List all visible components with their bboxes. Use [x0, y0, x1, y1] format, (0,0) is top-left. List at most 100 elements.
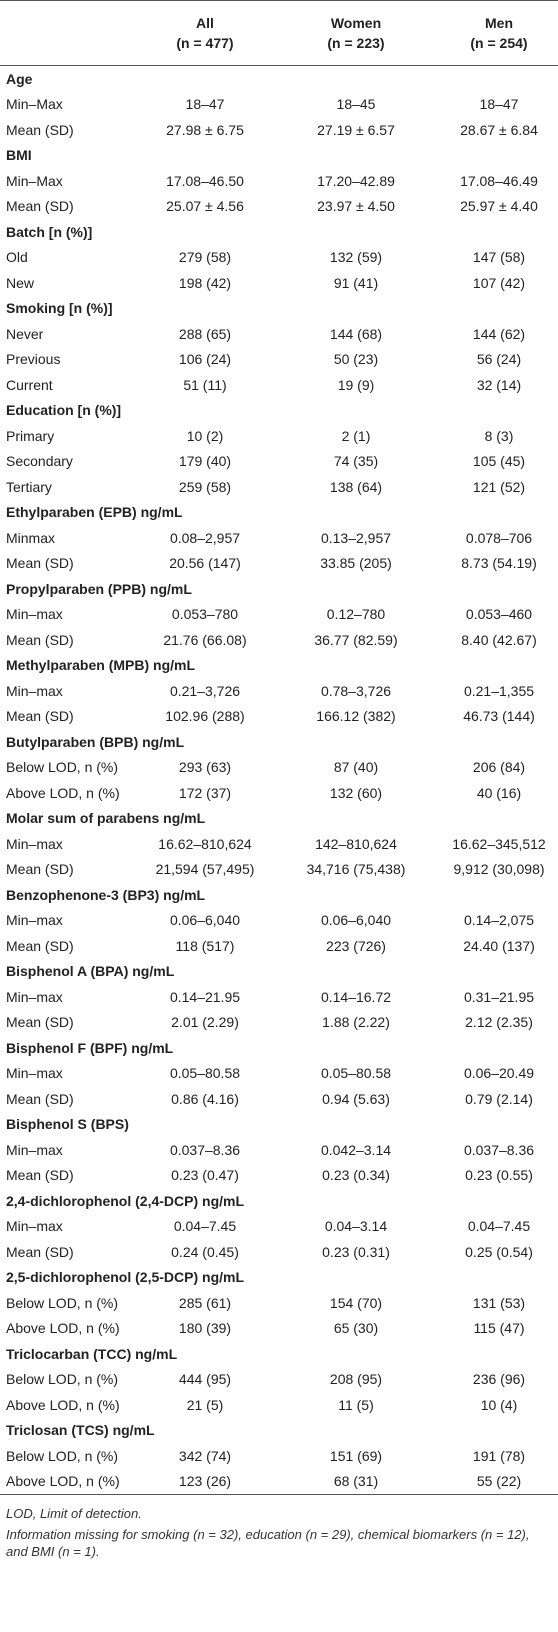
- cell-value: 288 (65): [178, 325, 232, 342]
- cell-value: 102.96 (288): [165, 708, 245, 725]
- data-row: Min–max 0.037–8.36 0.042–3.14 0.037–8.36: [0, 1137, 558, 1163]
- cell-value: 0.14–16.72: [320, 988, 392, 1005]
- data-row: Previous 106 (24) 50 (23) 56 (24): [0, 346, 558, 372]
- row-label: Min–max: [6, 1141, 63, 1158]
- data-row: Above LOD, n (%) 123 (26) 68 (31) 55 (22): [0, 1468, 558, 1495]
- cell-value: 68 (31): [333, 1473, 379, 1490]
- cell-value: 56 (24): [476, 351, 522, 368]
- row-label: Mean (SD): [6, 1167, 74, 1184]
- section-title: Batch [n (%)]: [6, 223, 93, 240]
- section-row: Smoking [n (%)]: [0, 296, 558, 322]
- cell-value: 0.86 (4.16): [171, 1090, 239, 1107]
- cell-value: 20.56 (147): [169, 555, 241, 572]
- section-row: Age: [0, 66, 558, 92]
- row-label: Above LOD, n (%): [6, 1473, 120, 1490]
- section-row: Butylparaben (BPB) ng/mL: [0, 729, 558, 755]
- cell-value: 198 (42): [178, 274, 232, 291]
- section-title: Ethylparaben (EPB) ng/mL: [6, 504, 183, 521]
- cell-value: 8 (3): [484, 427, 514, 444]
- section-row: Ethylparaben (EPB) ng/mL: [0, 500, 558, 526]
- cell-value: 91 (41): [333, 274, 379, 291]
- row-label: Below LOD, n (%): [6, 1294, 119, 1311]
- cell-value: 2.12 (2.35): [465, 1014, 533, 1031]
- column-name: Women: [330, 15, 382, 31]
- row-label: Old: [6, 249, 28, 266]
- cell-value: 0.05–80.58: [320, 1065, 392, 1082]
- cell-value: 28.67 ± 6.84: [460, 121, 538, 138]
- cell-value: 23.97 ± 4.50: [317, 198, 395, 215]
- row-label: Above LOD, n (%): [6, 784, 120, 801]
- cell-value: 10 (2): [186, 427, 224, 444]
- cell-value: 0.14–2,075: [463, 912, 535, 929]
- section-title: Butylparaben (BPB) ng/mL: [6, 733, 185, 750]
- cell-value: 180 (39): [178, 1320, 232, 1337]
- row-label: Min–max: [6, 1218, 63, 1235]
- section-row: Bisphenol S (BPS): [0, 1112, 558, 1138]
- cell-value: 16.62–345,512: [452, 835, 546, 852]
- cell-value: 179 (40): [178, 453, 232, 470]
- cell-value: 0.04–3.14: [324, 1218, 388, 1235]
- cell-value: 0.94 (5.63): [322, 1090, 390, 1107]
- section-row: BMI: [0, 143, 558, 169]
- cell-value: 0.037–8.36: [169, 1141, 241, 1158]
- data-row: Mean (SD) 21.76 (66.08) 36.77 (82.59) 8.40 …: [0, 627, 558, 653]
- data-row: Above LOD, n (%) 172 (37) 132 (60) 40 (16): [0, 780, 558, 806]
- section-title: Molar sum of parabens ng/mL: [6, 810, 206, 827]
- cell-value: 17.08–46.49: [460, 172, 538, 189]
- cell-value: 0.78–3,726: [320, 682, 392, 699]
- data-row: Below LOD, n (%) 293 (63) 87 (40) 206 (84): [0, 754, 558, 780]
- cell-value: 25.07 ± 4.56: [166, 198, 244, 215]
- section-row: Bisphenol F (BPF) ng/mL: [0, 1035, 558, 1061]
- cell-value: 11 (5): [338, 1396, 374, 1413]
- cell-value: 33.85 (205): [320, 555, 392, 572]
- data-row: Min–max 0.06–6,040 0.06–6,040 0.14–2,075: [0, 907, 558, 933]
- cell-value: 19 (9): [337, 376, 375, 393]
- header-row: All (n = 477) Women (n = 223) Men (n = 254): [0, 0, 558, 66]
- cell-value: 132 (60): [329, 784, 383, 801]
- cell-value: 191 (78): [472, 1447, 526, 1464]
- section-row: Benzophenone-3 (BP3) ng/mL: [0, 882, 558, 908]
- footnote: Information missing for smoking (n = 32)…: [6, 1527, 530, 1559]
- cell-value: 107 (42): [472, 274, 526, 291]
- data-row: Below LOD, n (%) 444 (95) 208 (95) 236 (96): [0, 1366, 558, 1392]
- cell-value: 259 (58): [178, 478, 232, 495]
- cell-value: 0.23 (0.34): [322, 1167, 390, 1184]
- section-row: Education [n (%)]: [0, 398, 558, 424]
- section-title: 2,5-dichlorophenol (2,5-DCP) ng/mL: [6, 1269, 245, 1286]
- data-row: Mean (SD) 2.01 (2.29) 1.88 (2.22) 2.12 (2.3…: [0, 1009, 558, 1035]
- section-title: Bisphenol F (BPF) ng/mL: [6, 1039, 174, 1056]
- cell-value: 138 (64): [329, 478, 383, 495]
- section-title: Propylparaben (PPB) ng/mL: [6, 580, 192, 597]
- data-row: Min–max 0.05–80.58 0.05–80.58 0.06–20.49: [0, 1060, 558, 1086]
- data-row: Mean (SD) 118 (517) 223 (726) 24.40 (137): [0, 933, 558, 959]
- data-row: Mean (SD) 102.96 (288) 166.12 (382) 46.73 (…: [0, 703, 558, 729]
- row-label: Mean (SD): [6, 198, 74, 215]
- cell-value: 223 (726): [326, 937, 386, 954]
- column-header: Women (n = 223): [272, 0, 440, 66]
- cell-value: 2.01 (2.29): [171, 1014, 239, 1031]
- data-row: Above LOD, n (%) 180 (39) 65 (30) 115 (47): [0, 1315, 558, 1341]
- data-row: Mean (SD) 0.86 (4.16) 0.94 (5.63) 0.79 (2.1…: [0, 1086, 558, 1112]
- cell-value: 50 (23): [333, 351, 379, 368]
- section-title: 2,4-dichlorophenol (2,4-DCP) ng/mL: [6, 1192, 245, 1209]
- cell-value: 2 (1): [341, 427, 371, 444]
- cell-value: 151 (69): [329, 1447, 383, 1464]
- cell-value: 16.62–810,624: [158, 835, 252, 852]
- section-title: Triclosan (TCS) ng/mL: [6, 1422, 155, 1439]
- row-label: Min–Max: [6, 172, 63, 189]
- cell-value: 0.078–706: [465, 529, 533, 546]
- column-name: Men: [485, 15, 513, 31]
- cell-value: 0.05–80.58: [169, 1065, 241, 1082]
- row-label: Mean (SD): [6, 1243, 74, 1260]
- cell-value: 24.40 (137): [463, 937, 535, 954]
- cell-value: 27.19 ± 6.57: [317, 121, 395, 138]
- cell-value: 166.12 (382): [316, 708, 396, 725]
- row-label: New: [6, 274, 35, 291]
- column-header: All (n = 477): [138, 0, 272, 66]
- row-label: Mean (SD): [6, 861, 74, 878]
- cell-value: 208 (95): [329, 1371, 383, 1388]
- footnote: LOD, Limit of detection.: [6, 1506, 142, 1521]
- cell-value: 132 (59): [329, 249, 383, 266]
- cell-value: 0.08–2,957: [169, 529, 241, 546]
- cell-value: 27.98 ± 6.75: [166, 121, 244, 138]
